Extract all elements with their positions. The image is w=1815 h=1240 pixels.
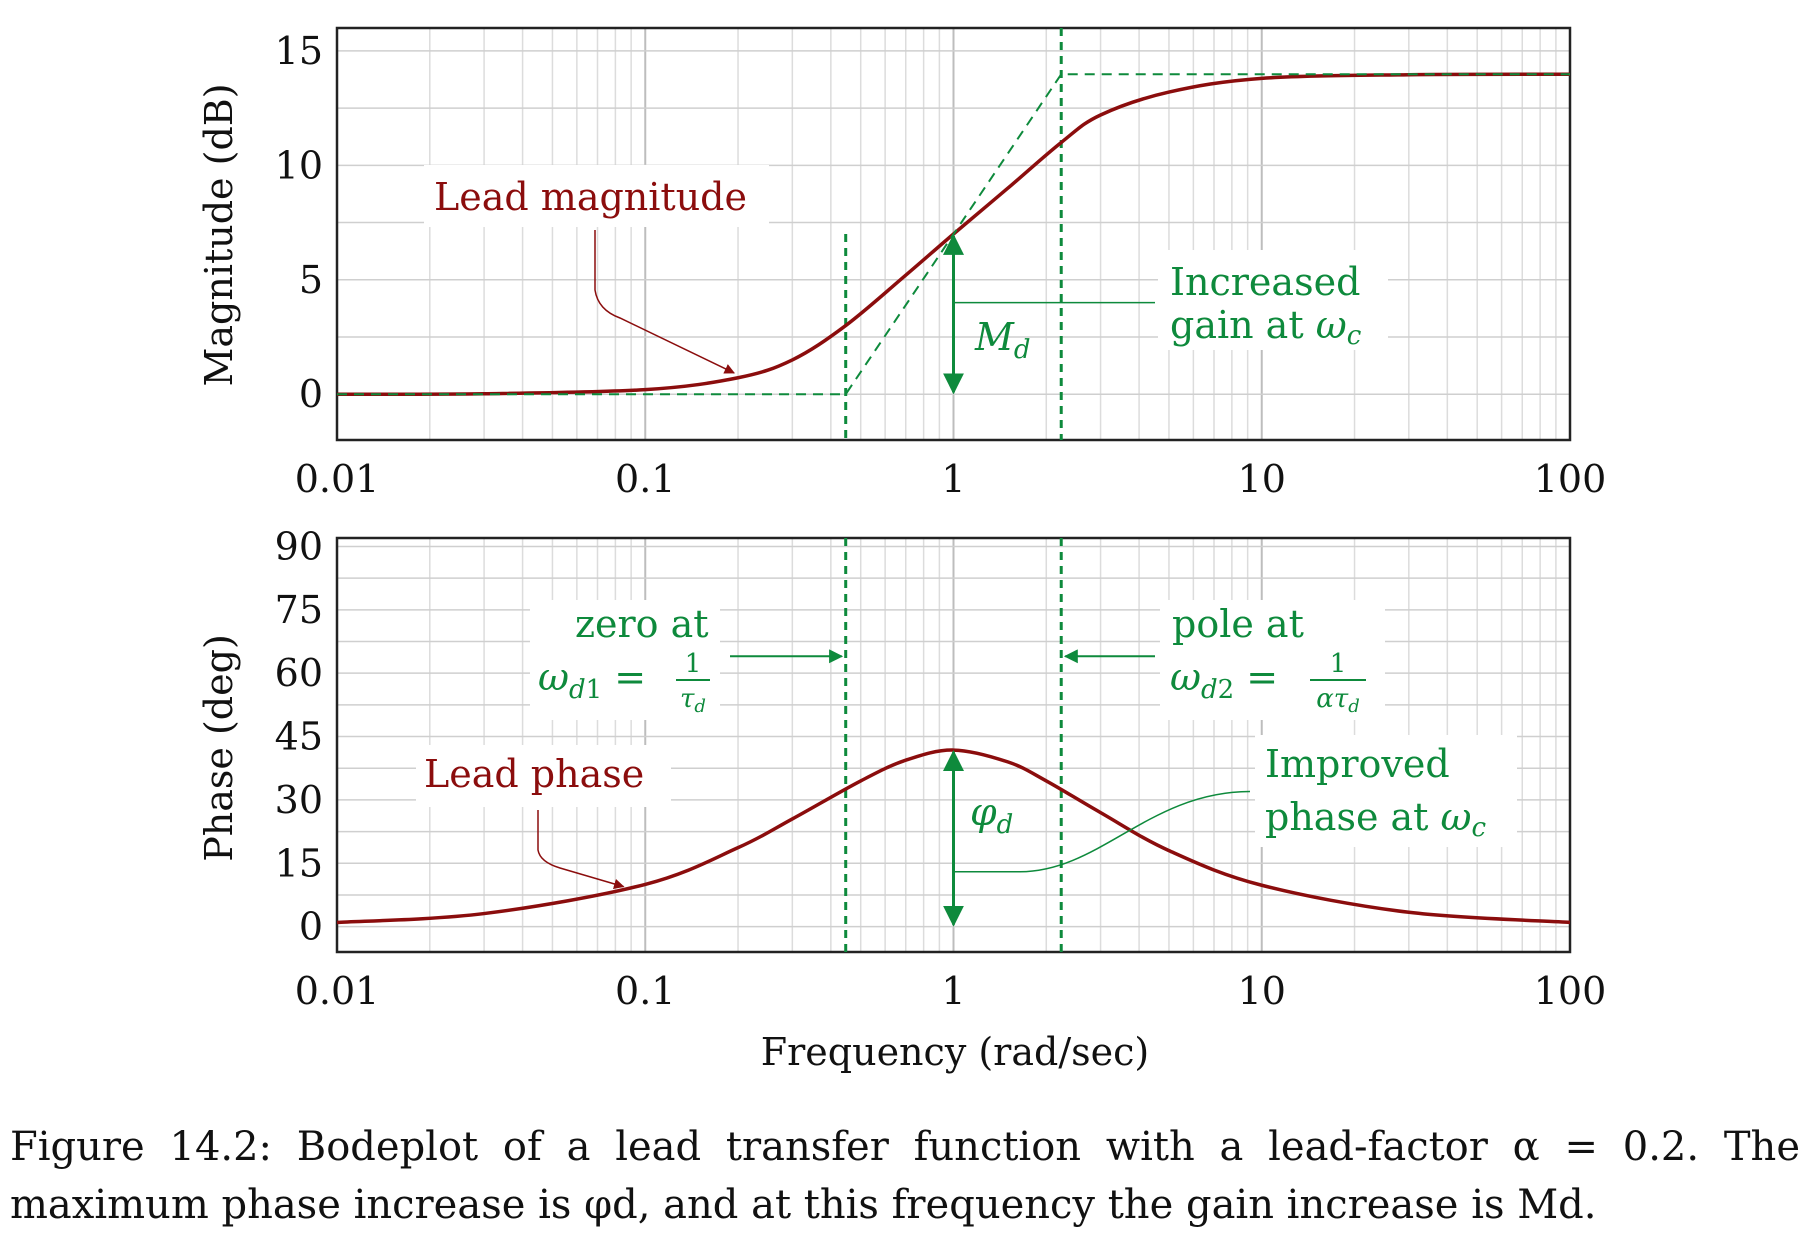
lead-phase-label: Lead phase (424, 752, 644, 796)
y-tick-label: 75 (275, 588, 323, 632)
magnitude-panel: 0.01 0.1 1 10 100 0 5 10 15 (275, 26, 1607, 501)
caption-line-2: maximum phase increase is φd, and at thi… (10, 1182, 1597, 1228)
phi-d-label: φd (970, 790, 1013, 840)
x-tick-label: 100 (1534, 457, 1607, 501)
y-tick-label: 15 (275, 29, 323, 73)
figure-caption: Figure 14.2: Bodeplot of a lead transfer… (10, 1118, 1800, 1234)
phase-axis-label: Phase (deg) (197, 634, 241, 862)
pole-fraction-num: 1 (1330, 649, 1347, 679)
frequency-axis-label: Frequency (rad/sec) (761, 1030, 1149, 1074)
caption-line-1: Figure 14.2: Bodeplot of a lead transfer… (10, 1124, 1800, 1170)
x-tick-label: 0.01 (295, 457, 380, 501)
y-tick-label: 10 (275, 143, 323, 187)
improved-phase-label-bg (1255, 735, 1517, 847)
x-tick-label: 0.1 (615, 457, 675, 501)
magnitude-axis-label: Magnitude (dB) (197, 83, 241, 386)
x-tick-label: 0.1 (615, 969, 675, 1013)
y-tick-label: 15 (275, 841, 323, 885)
x-tick-label: 10 (1238, 457, 1286, 501)
lead-phase-leader (537, 810, 625, 890)
improved-phase-leader (953, 790, 1251, 873)
increased-gain-label-line1: Increased (1170, 260, 1360, 304)
increased-gain-label-bg (1158, 250, 1388, 350)
zero-label-bg (530, 600, 720, 720)
zero-fraction-num: 1 (685, 649, 702, 679)
y-tick-label: 45 (275, 715, 323, 759)
pole-at-label: pole at (1172, 602, 1304, 646)
y-tick-label: 30 (275, 778, 323, 822)
lead-magnitude-leader (594, 230, 735, 374)
bode-plot-figure: 0.01 0.1 1 10 100 0 5 10 15 0.01 0.1 1 10 100 0 15 30 45 6… (197, 26, 1607, 1074)
lead-magnitude-label-bg (424, 165, 769, 227)
md-label: Md (974, 315, 1031, 365)
pole-formula: ωd2 = (1170, 655, 1278, 705)
x-tick-label: 1 (941, 457, 965, 501)
lead-magnitude-label: Lead magnitude (434, 175, 747, 219)
zero-formula: ωd1 = (538, 655, 646, 705)
zero-at-label: zero at (575, 602, 709, 646)
x-tick-label: 1 (941, 969, 965, 1013)
plot-frame (335, 536, 1572, 954)
x-tick-label: 10 (1238, 969, 1286, 1013)
improved-phase-label-line1: Improved (1265, 742, 1450, 786)
plot-frame (335, 26, 1572, 442)
increased-gain-label-line2: gain at ωc (1170, 303, 1362, 351)
y-tick-label: 0 (299, 905, 323, 949)
y-tick-label: 0 (299, 372, 323, 416)
y-tick-label: 60 (275, 651, 323, 695)
y-tick-label: 90 (275, 524, 323, 568)
x-tick-label: 100 (1534, 969, 1607, 1013)
y-tick-label: 5 (299, 258, 323, 302)
lead-phase-label-bg (416, 745, 671, 807)
x-tick-label: 0.01 (295, 969, 380, 1013)
improved-phase-label-line2: phase at ωc (1265, 795, 1487, 843)
pole-label-bg (1160, 600, 1385, 720)
